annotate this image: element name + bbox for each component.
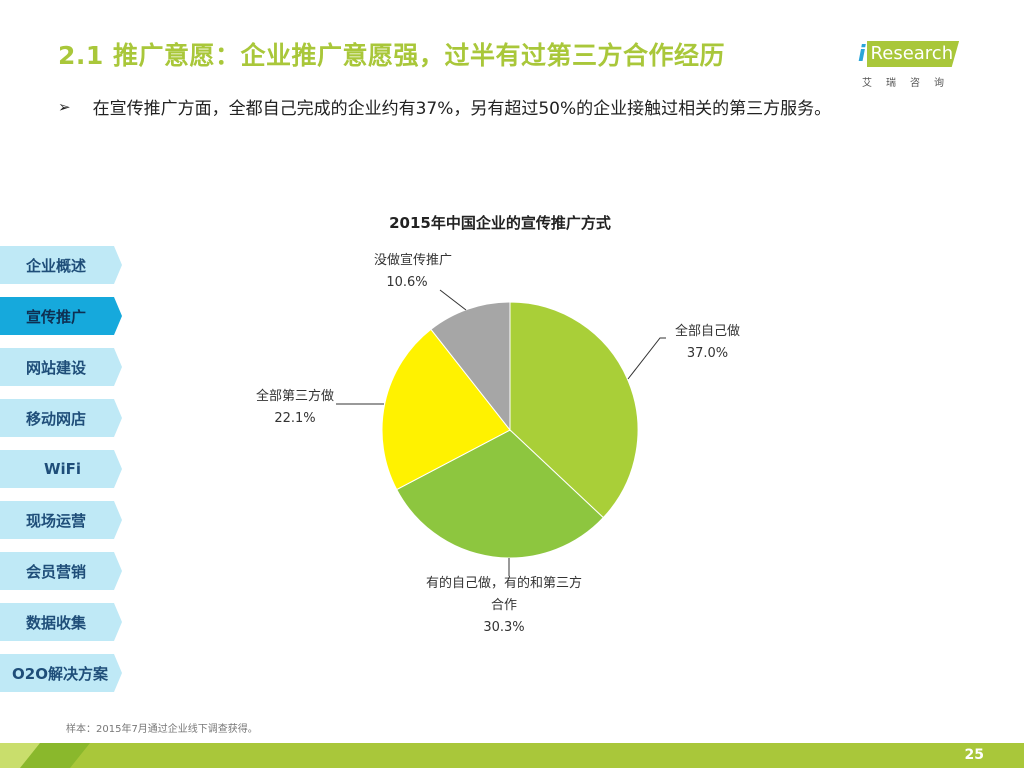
- nav-item-label: 移动网店: [26, 409, 87, 428]
- slice-label-name: 有的自己做，有的和第三方: [425, 576, 582, 591]
- sample-footnote: 样本：2015年7月通过企业线下调查获得。: [66, 724, 258, 735]
- nav-item-label: 企业概述: [26, 256, 87, 275]
- leader-no-promotion: [439, 289, 467, 311]
- footer-bar: [0, 743, 1024, 768]
- nav-item-promotion[interactable]: 宣传推广: [0, 297, 122, 335]
- summary-bullet: ➢ 在宣传推广方面，全都自己完成的企业约有37%，另有超过50%的企业接触过相关…: [58, 94, 832, 120]
- label-no-promotion: 没做宣传推广 10.6%: [358, 250, 468, 294]
- nav-item-label: 网站建设: [26, 358, 87, 377]
- chart-title-text: 2015年中国企业的宣传推广方式: [389, 214, 611, 232]
- bullet-arrow-icon: ➢: [58, 97, 71, 116]
- section-nav: 企业概述 宣传推广 网站建设 移动网店 WiFi 现场运营 会员营销 数据收集 …: [0, 246, 122, 705]
- slice-all-third-party: [381, 328, 511, 491]
- slice-label-value: 22.1%: [274, 411, 316, 426]
- nav-item-label: 会员营销: [26, 562, 87, 581]
- label-all-self: 全部自己做 37.0%: [660, 321, 755, 365]
- nav-item-o2o[interactable]: O2O解决方案: [0, 654, 122, 692]
- slice-label-value: 10.6%: [386, 275, 428, 290]
- nav-item-onsite-ops[interactable]: 现场运营: [0, 501, 122, 539]
- nav-item-label: O2O解决方案: [12, 664, 108, 683]
- page-title: 2.1 推广意愿：企业推广意愿强，过半有过第三方合作经历: [58, 41, 725, 70]
- slice-label-name-cont: 合作: [490, 598, 517, 613]
- nav-item-label: WiFi: [44, 460, 82, 478]
- slice-mixed: [396, 429, 605, 559]
- nav-item-wifi[interactable]: WiFi: [0, 450, 122, 488]
- nav-item-data-collection[interactable]: 数据收集: [0, 603, 122, 641]
- slice-label-value: 37.0%: [686, 346, 729, 361]
- leader-all-self: [627, 337, 666, 380]
- nav-item-label: 数据收集: [26, 613, 87, 632]
- slice-label-name: 没做宣传推广: [373, 253, 452, 268]
- nav-item-label: 现场运营: [26, 511, 87, 530]
- nav-item-label: 宣传推广: [26, 307, 87, 326]
- nav-item-mobile-store[interactable]: 移动网店: [0, 399, 122, 437]
- label-mixed: 有的自己做，有的和第三方 合作 30.3%: [404, 573, 604, 639]
- slice-label-name: 全部自己做: [674, 324, 740, 339]
- slice-label-value: 30.3%: [483, 620, 525, 635]
- nav-item-member-marketing[interactable]: 会员营销: [0, 552, 122, 590]
- iresearch-logo: i Research 艾瑞咨询: [858, 38, 970, 90]
- nav-item-website[interactable]: 网站建设: [0, 348, 122, 386]
- logo-text: Research: [866, 41, 960, 67]
- page-number: 25: [964, 747, 984, 763]
- chart-title: 2015年中国企业的宣传推广方式: [0, 212, 1024, 233]
- logo-subtitle: 艾瑞咨询: [862, 78, 958, 89]
- slice-all-self: [509, 301, 639, 519]
- label-all-third-party: 全部第三方做 22.1%: [240, 386, 350, 430]
- pie-leader-lines: [336, 289, 666, 576]
- pie-slices: [381, 301, 639, 559]
- slice-label-name: 全部第三方做: [255, 389, 334, 404]
- logo-i-glyph: i: [858, 41, 866, 67]
- nav-item-overview[interactable]: 企业概述: [0, 246, 122, 284]
- summary-text: 在宣传推广方面，全都自己完成的企业约有37%，另有超过50%的企业接触过相关的第…: [92, 99, 832, 119]
- slice-no-promotion: [430, 301, 511, 432]
